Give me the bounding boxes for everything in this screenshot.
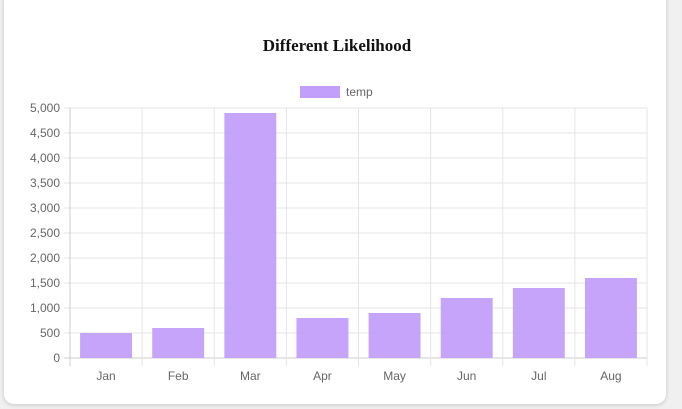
y-tick-label: 1,000 (30, 301, 60, 315)
x-tick-label: Jul (531, 369, 546, 383)
bar-jun[interactable] (440, 298, 493, 358)
bar-jul[interactable] (512, 288, 565, 358)
x-tick-label: Feb (168, 369, 189, 383)
y-tick-label: 2,500 (30, 226, 60, 240)
x-tick-label: Apr (313, 369, 332, 383)
x-tick-label: Jan (96, 369, 115, 383)
y-tick-label: 3,000 (30, 201, 60, 215)
legend-swatch-temp[interactable] (300, 86, 340, 98)
bar-aug[interactable] (584, 278, 637, 358)
bar-mar[interactable] (224, 113, 277, 358)
bar-jan[interactable] (80, 333, 133, 358)
chart-title: Different Likelihood (262, 36, 412, 55)
bar-apr[interactable] (296, 318, 349, 358)
legend-label-temp[interactable]: temp (346, 85, 373, 99)
x-tick-label: Aug (600, 369, 621, 383)
x-tick-label: Jun (457, 369, 476, 383)
bars (80, 113, 637, 358)
y-axis-ticks: 0 500 1,000 1,500 2,000 2,500 3,000 3,500 4,000 4… (30, 101, 60, 365)
bar-feb[interactable] (152, 328, 205, 358)
grid-lines (64, 107, 648, 366)
y-tick-label: 2,000 (30, 251, 60, 265)
y-tick-label: 1,500 (30, 276, 60, 290)
legend[interactable]: temp (300, 85, 373, 99)
y-tick-label: 0 (53, 351, 60, 365)
x-tick-label: Mar (240, 369, 261, 383)
y-tick-label: 500 (40, 326, 60, 340)
y-tick-label: 4,500 (30, 126, 60, 140)
x-tick-label: May (383, 369, 406, 383)
y-tick-label: 3,500 (30, 176, 60, 190)
y-tick-label: 5,000 (30, 101, 60, 115)
bar-may[interactable] (368, 313, 421, 358)
y-tick-label: 4,000 (30, 151, 60, 165)
x-axis-ticks: Jan Feb Mar Apr May Jun Jul Aug (96, 369, 621, 383)
